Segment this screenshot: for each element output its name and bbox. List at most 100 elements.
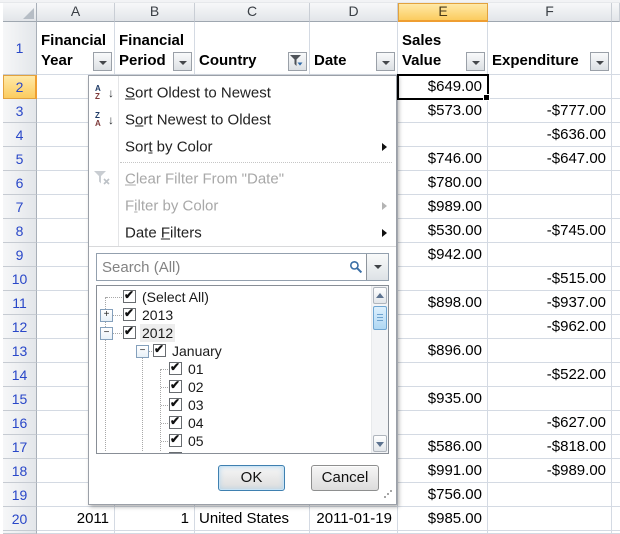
menu-item-sort-newest-to-oldest[interactable]: Z A ↓ Sort Newest to Oldest [89,106,396,133]
menu-item-date-filters[interactable]: Date Filters [89,219,396,246]
row-header-2[interactable]: 2 [3,75,37,99]
header-cell-expenditure[interactable]: Expenditure [488,22,612,75]
row-header-9[interactable]: 9 [3,243,37,267]
column-header-B[interactable]: B [115,3,195,22]
cell-F4[interactable]: -$636.00 [488,123,612,147]
column-header-E[interactable]: E [398,3,488,22]
row-header-13[interactable]: 13 [3,339,37,363]
column-header-A[interactable]: A [37,3,115,22]
cell-F5[interactable]: -$647.00 [488,147,612,171]
row-header-3[interactable]: 3 [3,99,37,123]
cell-E5[interactable]: $746.00 [398,147,488,171]
cell-E15[interactable]: $935.00 [398,387,488,411]
row-header-19[interactable]: 19 [3,483,37,507]
cell-B20[interactable]: 1 [115,507,195,531]
cell-E12[interactable] [398,315,488,339]
cell-E11[interactable]: $898.00 [398,291,488,315]
row-header-7[interactable]: 7 [3,195,37,219]
filter-button-date[interactable] [376,52,395,71]
row-header-20[interactable]: 20 [3,507,37,531]
cancel-button[interactable]: Cancel [311,465,379,491]
tree-item-label[interactable]: January [172,343,222,359]
cell-E14[interactable] [398,363,488,387]
cell-E7[interactable]: $989.00 [398,195,488,219]
cell-F3[interactable]: -$777.00 [488,99,612,123]
scroll-up-button[interactable] [373,287,387,304]
tree-checkbox-2012[interactable]: ✔ [123,324,136,339]
search-dropdown-button[interactable] [366,254,388,280]
cell-F11[interactable]: -$937.00 [488,291,612,315]
tree-checkbox-04[interactable]: ✔ [169,414,182,429]
row-header-17[interactable]: 17 [3,435,37,459]
search-input[interactable] [97,254,346,280]
cell-F9[interactable] [488,243,612,267]
cell-E8[interactable]: $530.00 [398,219,488,243]
tree-item-label[interactable]: 04 [188,415,204,431]
cell-D20[interactable]: 2011-01-19 [310,507,398,531]
cell-F15[interactable] [488,387,612,411]
cell-F16[interactable]: -$627.00 [488,411,612,435]
cell-E19[interactable]: $756.00 [398,483,488,507]
row-header-10[interactable]: 10 [3,267,37,291]
tree-checkbox-partial[interactable]: ✔ [169,450,182,453]
cell-C20[interactable]: United States [195,507,310,531]
header-cell-country[interactable]: Country [195,22,310,75]
cell-F6[interactable] [488,171,612,195]
row-header-11[interactable]: 11 [3,291,37,315]
cell-F8[interactable]: -$745.00 [488,219,612,243]
tree-checkbox-january[interactable]: ✔ [153,342,166,357]
cell-F18[interactable]: -$989.00 [488,459,612,483]
cell-E4[interactable] [398,123,488,147]
filter-button-sales-value[interactable] [466,52,485,71]
menu-item-sort-oldest-to-newest[interactable]: A Z ↓ Sort Oldest to Newest [89,79,396,106]
cell-E18[interactable]: $991.00 [398,459,488,483]
cell-F12[interactable]: -$962.00 [488,315,612,339]
cell-F19[interactable] [488,483,612,507]
cell-E20[interactable]: $985.00 [398,507,488,531]
cell-E6[interactable]: $780.00 [398,171,488,195]
tree-collapse-icon-2012[interactable]: − [100,327,113,340]
row-header-15[interactable]: 15 [3,387,37,411]
tree-checkbox-select-all[interactable]: ✔ [123,288,136,303]
cell-F20[interactable] [488,507,612,531]
tree-collapse-icon-january[interactable]: − [136,345,149,358]
cell-F10[interactable]: -$515.00 [488,267,612,291]
tree-item-label[interactable]: 02 [188,379,204,395]
cell-E16[interactable] [398,411,488,435]
select-all-corner[interactable] [3,3,37,22]
tree-checkbox-05[interactable]: ✔ [169,432,182,447]
header-cell-financial-period[interactable]: Financial Period [115,22,195,75]
cell-F17[interactable]: -$818.00 [488,435,612,459]
row-header-18[interactable]: 18 [3,459,37,483]
tree-checkbox-2013[interactable]: ✔ [123,306,136,321]
header-cell-financial-year[interactable]: Financial Year [37,22,115,75]
cell-E17[interactable]: $586.00 [398,435,488,459]
filter-button-financial-period[interactable] [173,52,192,71]
tree-checkbox-03[interactable]: ✔ [169,396,182,411]
resize-grip[interactable] [382,490,392,500]
row-header-12[interactable]: 12 [3,315,37,339]
scroll-down-button[interactable] [373,435,387,452]
cell-F2[interactable] [488,75,612,99]
cell-F13[interactable] [488,339,612,363]
column-header-C[interactable]: C [195,3,310,22]
cell-E9[interactable]: $942.00 [398,243,488,267]
tree-checkbox-02[interactable]: ✔ [169,378,182,393]
scroll-thumb[interactable] [373,306,387,330]
tree-item-label[interactable]: 2013 [142,307,174,323]
row-header-5[interactable]: 5 [3,147,37,171]
row-header-6[interactable]: 6 [3,171,37,195]
column-header-D[interactable]: D [310,3,398,22]
cell-F7[interactable] [488,195,612,219]
cell-E13[interactable]: $896.00 [398,339,488,363]
row-header-14[interactable]: 14 [3,363,37,387]
column-header-F[interactable]: F [488,3,612,22]
header-cell-sales-value[interactable]: Sales Value [398,22,488,75]
cell-A20[interactable]: 2011 [37,507,115,531]
tree-scrollbar[interactable] [371,286,388,453]
tree-item-label[interactable]: 05 [188,433,204,449]
cell-E10[interactable] [398,267,488,291]
tree-item-label[interactable]: 01 [188,361,204,377]
cell-E2[interactable]: $649.00 [398,75,488,99]
filter-button-expenditure[interactable] [590,52,609,71]
